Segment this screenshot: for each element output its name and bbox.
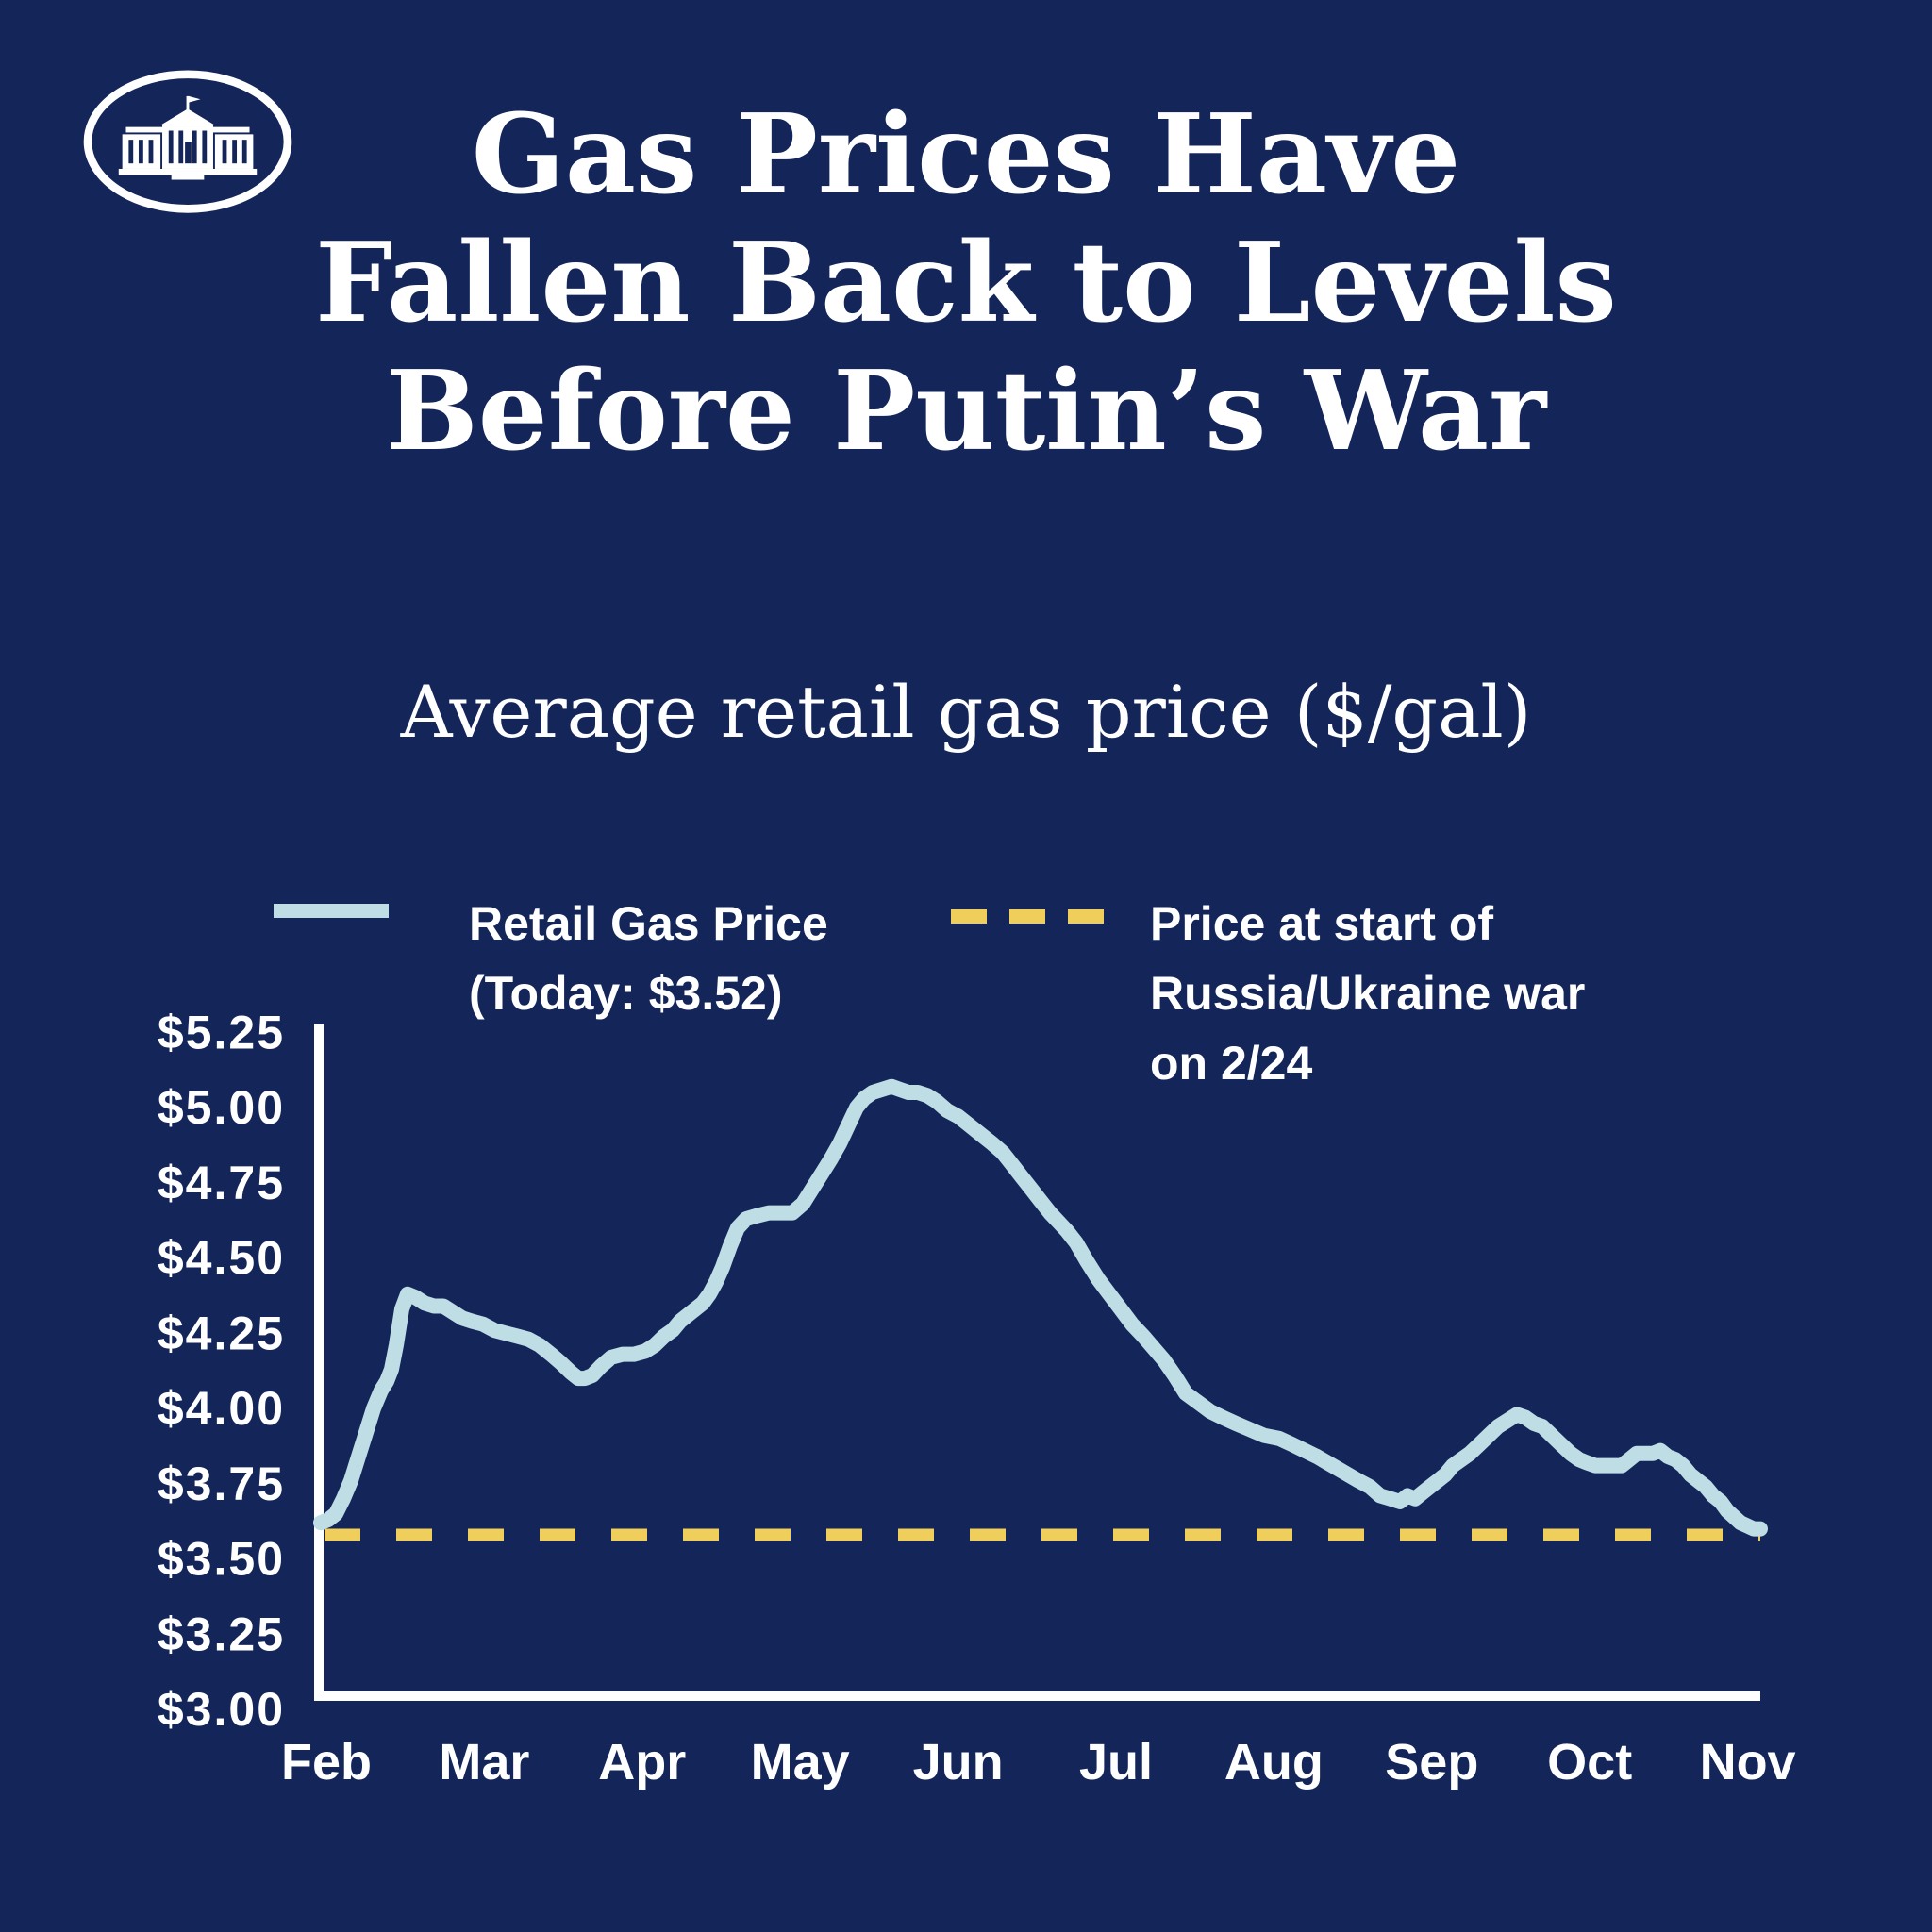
y-tick-label: $4.25 — [158, 1307, 285, 1359]
y-tick-label: $3.00 — [158, 1683, 285, 1736]
legend-label-retail-gas-price: Retail Gas Price (Today: $3.52) — [469, 897, 828, 1020]
x-tick-label: Sep — [1385, 1734, 1478, 1790]
y-tick-label: $4.75 — [158, 1157, 285, 1209]
x-tick-label: Apr — [598, 1734, 686, 1790]
x-tick-label: May — [751, 1734, 850, 1790]
chart-subtitle: Average retail gas price ($/gal) — [400, 670, 1532, 754]
x-tick-label: Jul — [1079, 1734, 1153, 1790]
x-tick-label: Aug — [1224, 1734, 1324, 1790]
retail-gas-price-line — [313, 1078, 1768, 1537]
legend-swatch-retail-line — [274, 904, 389, 918]
legend-swatch-war-price-dash — [951, 909, 1104, 924]
y-tick-label: $4.00 — [158, 1382, 285, 1435]
y-tick-label: $5.00 — [158, 1081, 285, 1134]
x-tick-label: Mar — [439, 1734, 529, 1790]
white-house-logo-art — [83, 70, 292, 213]
x-tick-label: Feb — [281, 1734, 372, 1790]
white-house-logo — [83, 70, 292, 213]
legend-label-war-start-price: Price at start of Russia/Ukraine war on … — [1150, 897, 1586, 1090]
page-title: Gas Prices Have Fallen Back to Levels Be… — [315, 91, 1617, 475]
x-tick-label: Jun — [913, 1734, 1004, 1790]
x-tick-label: Oct — [1547, 1734, 1632, 1790]
y-tick-label: $5.25 — [158, 1006, 285, 1058]
y-tick-label: $3.50 — [158, 1533, 285, 1586]
x-tick-label: Nov — [1700, 1734, 1796, 1790]
y-tick-label: $3.75 — [158, 1457, 285, 1510]
y-tick-label: $3.25 — [158, 1607, 285, 1660]
y-tick-label: $4.50 — [158, 1232, 285, 1285]
